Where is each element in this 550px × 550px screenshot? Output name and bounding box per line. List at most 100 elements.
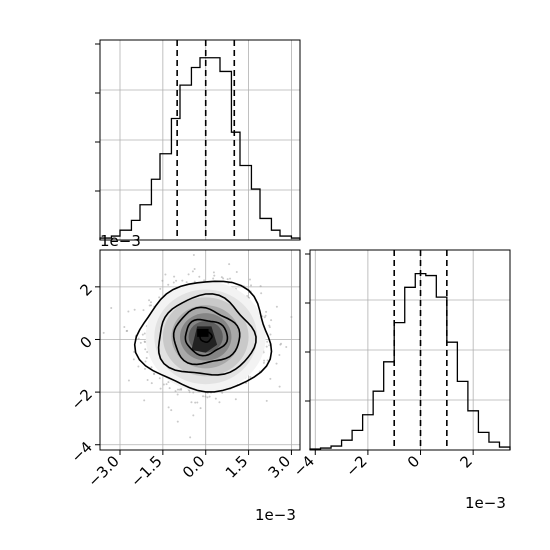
- histogram-step: [309, 272, 511, 450]
- scatter-point: [110, 306, 113, 309]
- scatter-point: [220, 276, 223, 279]
- y-tick-label: −4: [68, 438, 96, 466]
- scatter-point: [226, 278, 229, 281]
- joint-panel: −3.0 −1.5 0.0 1.5 3.0−4−202: [68, 249, 301, 491]
- scatter-point: [102, 331, 105, 334]
- scatter-point: [150, 366, 153, 369]
- scatter-point: [259, 285, 262, 288]
- scatter-point: [196, 401, 199, 404]
- density-max-marker: [197, 328, 209, 337]
- scatter-point: [269, 377, 272, 380]
- scatter-point: [275, 305, 278, 308]
- scatter-point: [265, 399, 268, 402]
- scatter-point: [204, 395, 207, 398]
- scatter-point: [176, 388, 179, 391]
- x-tick-label: −1.5: [127, 452, 165, 490]
- scatter-point: [278, 385, 281, 388]
- scatter-point: [234, 398, 237, 401]
- scatter-point: [263, 316, 266, 319]
- x-tick-label: 0.0: [179, 452, 209, 482]
- scatter-point: [190, 401, 193, 404]
- scatter-point: [167, 406, 170, 409]
- panel-frame: [99, 249, 301, 451]
- contour-line: [184, 318, 229, 357]
- scatter-point: [150, 382, 153, 385]
- scatter-point: [185, 281, 188, 284]
- scatter-point: [191, 270, 194, 273]
- scatter-point: [159, 387, 162, 390]
- scatter-point: [125, 330, 128, 333]
- scatter-point: [145, 356, 148, 359]
- scatter-point: [158, 377, 161, 380]
- scatter-point: [187, 273, 190, 276]
- scatter-point: [192, 391, 195, 394]
- scatter-point: [152, 372, 155, 375]
- scatter-point: [266, 340, 269, 343]
- scatter-point: [149, 301, 152, 304]
- x-tick-label: 2: [457, 452, 476, 471]
- scatter-point: [222, 277, 225, 280]
- scatter-point: [275, 362, 278, 365]
- scatter-point: [264, 314, 267, 317]
- scatter-point: [266, 359, 269, 362]
- scatter-point: [165, 383, 168, 386]
- marginal-y-x-offset-label: 1e−3: [465, 494, 506, 512]
- scatter-point: [268, 324, 271, 327]
- scatter-point: [161, 279, 164, 282]
- scatter-point: [143, 340, 146, 343]
- scatter-point: [167, 381, 170, 384]
- scatter-point: [176, 393, 179, 396]
- scatter-point: [192, 414, 195, 417]
- scatter-point: [176, 420, 179, 423]
- x-tick-label: 1.5: [222, 452, 252, 482]
- scatter-point: [214, 397, 217, 400]
- scatter-point: [221, 391, 224, 394]
- scatter-point: [268, 326, 271, 329]
- panel-frame: [309, 249, 511, 451]
- scatter-point: [168, 387, 171, 390]
- scatter-point: [212, 271, 215, 274]
- scatter-point: [199, 407, 202, 410]
- scatter-point: [189, 436, 192, 439]
- scatter-point: [246, 294, 249, 297]
- scatter-point: [213, 274, 216, 277]
- scatter-point: [143, 399, 146, 402]
- histogram-step: [99, 57, 301, 240]
- scatter-point: [133, 308, 136, 311]
- scatter-point: [123, 325, 126, 328]
- y-tick-label: 2: [77, 280, 96, 299]
- joint-content: [100, 250, 300, 450]
- scatter-point: [194, 401, 197, 404]
- scatter-point: [269, 333, 272, 336]
- scatter-point: [268, 344, 271, 347]
- scatter-point: [127, 310, 130, 313]
- scatter-point: [146, 379, 149, 382]
- scatter-point: [193, 268, 196, 271]
- scatter-point: [228, 263, 231, 266]
- scatter-point: [150, 304, 153, 307]
- scatter-point: [133, 350, 136, 353]
- joint-x-offset-label: 1e−3: [255, 506, 296, 524]
- scatter-point: [265, 310, 268, 313]
- y-tick-label: 0: [77, 333, 96, 352]
- scatter-point: [212, 277, 215, 280]
- marginal-y-panel: −4 −2 0 2: [290, 249, 511, 480]
- scatter-point: [146, 350, 149, 353]
- scatter-point: [132, 358, 135, 361]
- scatter-point: [173, 275, 176, 278]
- scatter-point: [279, 343, 282, 346]
- scatter-point: [249, 375, 252, 378]
- scatter-point: [162, 383, 165, 386]
- scatter-point: [175, 279, 178, 282]
- scatter-point: [235, 270, 238, 273]
- scatter-point: [143, 332, 146, 335]
- scatter-point: [143, 367, 146, 370]
- contour-line: [157, 293, 257, 376]
- scatter-point: [144, 360, 147, 363]
- scatter-point: [270, 319, 273, 322]
- contour-line: [172, 306, 241, 366]
- scatter-point: [278, 354, 281, 357]
- scatter-point: [218, 401, 221, 404]
- y-tick-label: −2: [68, 385, 96, 413]
